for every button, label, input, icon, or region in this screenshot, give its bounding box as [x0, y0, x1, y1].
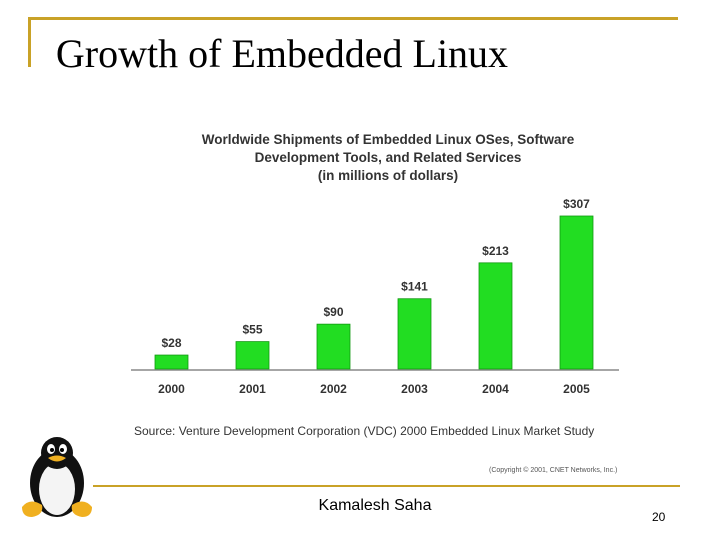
x-tick-label-2003: 2003	[401, 382, 428, 396]
bar-2001	[235, 341, 270, 370]
chart-title-line-1: Worldwide Shipments of Embedded Linux OS…	[201, 132, 575, 147]
author-name: Kamalesh Saha	[318, 497, 432, 514]
x-tick-label-2001: 2001	[239, 382, 266, 396]
value-label-2000: $28	[161, 336, 181, 350]
value-label-2004: $213	[482, 244, 509, 258]
value-label-2002: $90	[323, 305, 343, 319]
chart-copyright: (Copyright © 2001, CNET Networks, Inc.)	[489, 467, 618, 474]
chart-title-line-2: Development Tools, and Related Services	[254, 150, 522, 165]
left-accent-line	[28, 17, 31, 67]
chart-title-line-3: (in millions of dollars)	[317, 168, 459, 183]
bar-2004	[478, 262, 513, 370]
bar-2003	[397, 298, 432, 370]
value-label-2001: $55	[242, 323, 262, 337]
linux-penguin-tux-icon	[22, 437, 92, 517]
x-tick-label-2005: 2005	[563, 382, 590, 396]
value-label-2005: $307	[563, 197, 590, 211]
page-number: 20	[652, 510, 666, 524]
top-accent-line	[28, 17, 678, 20]
x-tick-label-2004: 2004	[482, 382, 509, 396]
chart-source: Source: Venture Development Corporation …	[134, 424, 595, 438]
bar-2002	[316, 323, 351, 370]
slide-title: Growth of Embedded Linux	[55, 31, 509, 76]
bar-2005	[559, 215, 594, 370]
x-tick-label-2002: 2002	[320, 382, 347, 396]
chart-title: Worldwide Shipments of Embedded Linux OS…	[178, 131, 598, 185]
bar-2000	[154, 354, 189, 370]
bottom-accent-line	[93, 485, 680, 487]
value-label-2003: $141	[401, 280, 428, 294]
x-tick-label-2000: 2000	[158, 382, 185, 396]
